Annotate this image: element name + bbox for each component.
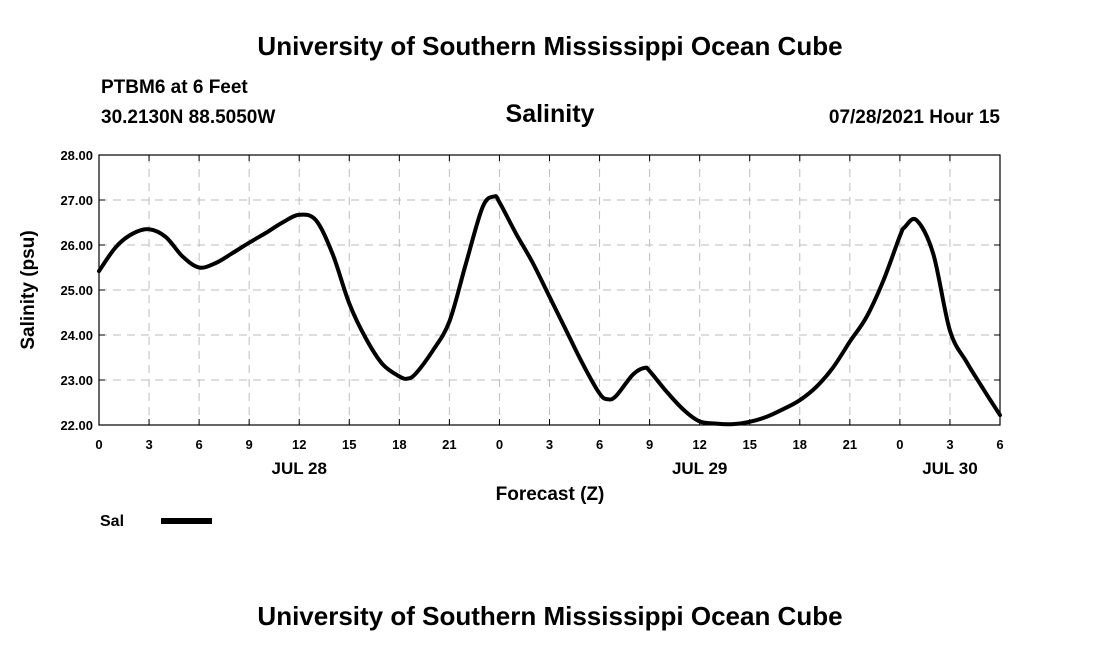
x-tick-label: 21 [843, 437, 857, 452]
station-label: PTBM6 at 6 Feet [101, 77, 248, 98]
x-tick-label: 21 [442, 437, 456, 452]
y-tick-label: 28.00 [60, 148, 93, 163]
x-tick-label: 0 [896, 437, 903, 452]
y-axis-label: Salinity (psu) [18, 230, 39, 349]
x-tick-label: 15 [342, 437, 356, 452]
chart-title-bottom: University of Southern Mississippi Ocean… [257, 601, 843, 631]
day-label: JUL 30 [922, 459, 977, 478]
y-tick-label: 27.00 [60, 193, 93, 208]
x-tick-label: 3 [946, 437, 953, 452]
y-tick-label: 23.00 [60, 373, 93, 388]
x-tick-label: 6 [596, 437, 603, 452]
x-tick-label: 6 [996, 437, 1003, 452]
legend-label-sal: Sal [100, 513, 124, 530]
station-coords: 30.2130N 88.5050W [101, 107, 276, 128]
x-tick-label: 18 [392, 437, 406, 452]
y-tick-label: 26.00 [60, 238, 93, 253]
x-tick-label: 3 [145, 437, 152, 452]
x-tick-label: 15 [742, 437, 756, 452]
y-tick-label: 22.00 [60, 418, 93, 433]
x-tick-label: 0 [496, 437, 503, 452]
y-tick-label: 25.00 [60, 283, 93, 298]
chart-title-top: University of Southern Mississippi Ocean… [257, 31, 843, 61]
chart-subtitle: Salinity [505, 100, 595, 128]
x-tick-label: 9 [246, 437, 253, 452]
grid-lines [99, 155, 1000, 425]
x-tick-label: 0 [95, 437, 102, 452]
day-label: JUL 29 [672, 459, 727, 478]
x-tick-label: 6 [195, 437, 202, 452]
x-tick-label: 3 [546, 437, 553, 452]
x-tick-label: 12 [692, 437, 706, 452]
x-tick-label: 9 [646, 437, 653, 452]
forecast-timestamp: 07/28/2021 Hour 15 [828, 107, 1000, 128]
x-axis-label: Forecast (Z) [496, 484, 605, 505]
y-tick-label: 24.00 [60, 328, 93, 343]
x-tick-label: 12 [292, 437, 306, 452]
axis-ticks [98, 154, 1001, 426]
x-tick-label: 18 [793, 437, 807, 452]
day-label: JUL 28 [271, 459, 326, 478]
salinity-series-line [97, 194, 1002, 427]
